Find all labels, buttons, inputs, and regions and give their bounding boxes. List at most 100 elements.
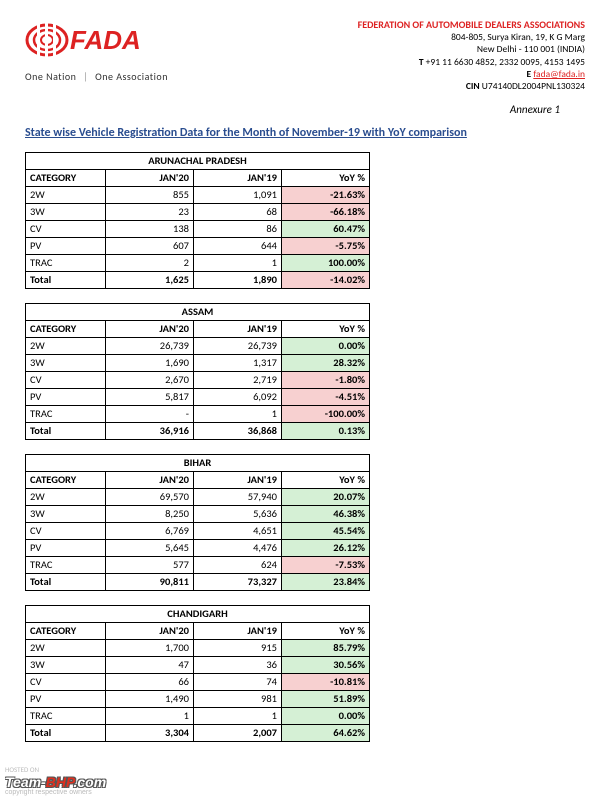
state-name: ARUNACHAL PRADESH (26, 152, 370, 169)
state-table: CHANDIGARHCATEGORYJAN'20JAN'19YoY %2W1,7… (25, 605, 370, 742)
table-row: TRAC577624-7.53% (26, 556, 370, 573)
category-cell: 3W (26, 203, 106, 220)
column-header: YoY % (282, 169, 370, 186)
column-header: YoY % (282, 320, 370, 337)
state-name: BIHAR (26, 454, 370, 471)
table-row: PV607644-5.75% (26, 237, 370, 254)
value-cell: 6,092 (194, 388, 282, 405)
value-cell: 6,769 (106, 522, 194, 539)
org-cin: CIN U74140DL2004PNL130324 (358, 80, 585, 92)
logo-block: FADA One Nation | One Association (25, 18, 175, 93)
yoy-cell: -100.00% (282, 405, 370, 422)
value-cell: 26,739 (106, 337, 194, 354)
value-cell: 47 (106, 656, 194, 673)
column-header: CATEGORY (26, 320, 106, 337)
category-cell: Total (26, 422, 106, 439)
category-cell: 2W (26, 639, 106, 656)
category-cell: Total (26, 573, 106, 590)
table-row: PV1,49098151.89% (26, 690, 370, 707)
table-row: CV1388660.47% (26, 220, 370, 237)
category-cell: CV (26, 673, 106, 690)
tagline-left: One Nation (25, 70, 76, 83)
yoy-cell: 85.79% (282, 639, 370, 656)
value-cell: 1 (194, 707, 282, 724)
value-cell: 624 (194, 556, 282, 573)
category-cell: CV (26, 522, 106, 539)
yoy-cell: -10.81% (282, 673, 370, 690)
yoy-cell: 51.89% (282, 690, 370, 707)
value-cell: 36,868 (194, 422, 282, 439)
value-cell: 855 (106, 186, 194, 203)
yoy-cell: -1.80% (282, 371, 370, 388)
category-cell: PV (26, 690, 106, 707)
value-cell: 57,940 (194, 488, 282, 505)
value-cell: 915 (194, 639, 282, 656)
value-cell: 1,091 (194, 186, 282, 203)
table-row: 2W26,73926,7390.00% (26, 337, 370, 354)
org-addr2: New Delhi - 110 001 (INDIA) (358, 43, 585, 55)
category-cell: TRAC (26, 707, 106, 724)
watermark: Team-BHP.com copyright respective owners (5, 775, 106, 796)
value-cell: 5,636 (194, 505, 282, 522)
value-cell: 577 (106, 556, 194, 573)
value-cell: 607 (106, 237, 194, 254)
table-row: 3W2368-66.18% (26, 203, 370, 220)
column-header: YoY % (282, 471, 370, 488)
state-table: ARUNACHAL PRADESHCATEGORYJAN'20JAN'19YoY… (25, 152, 370, 289)
column-header: CATEGORY (26, 622, 106, 639)
table-row: Total1,6251,890-14.02% (26, 271, 370, 288)
table-row: TRAC-1-100.00% (26, 405, 370, 422)
column-header: JAN'19 (194, 471, 282, 488)
tagline-right: One Association (95, 70, 168, 83)
value-cell: 1 (194, 405, 282, 422)
column-header: JAN'19 (194, 169, 282, 186)
table-row: 3W8,2505,63646.38% (26, 505, 370, 522)
document-title: State wise Vehicle Registration Data for… (25, 126, 585, 140)
value-cell: 36,916 (106, 422, 194, 439)
yoy-cell: 100.00% (282, 254, 370, 271)
value-cell: 1,690 (106, 354, 194, 371)
category-cell: TRAC (26, 405, 106, 422)
yoy-cell: -4.51% (282, 388, 370, 405)
category-cell: PV (26, 388, 106, 405)
category-cell: 2W (26, 186, 106, 203)
column-header: JAN'20 (106, 471, 194, 488)
state-name: CHANDIGARH (26, 605, 370, 622)
fada-logo-icon: FADA (25, 18, 175, 68)
column-header: JAN'20 (106, 320, 194, 337)
org-info: FEDERATION OF AUTOMOBILE DEALERS ASSOCIA… (358, 18, 585, 93)
value-cell: 66 (106, 673, 194, 690)
yoy-cell: 46.38% (282, 505, 370, 522)
state-table: BIHARCATEGORYJAN'20JAN'19YoY %2W69,57057… (25, 454, 370, 591)
table-row: CV2,6702,719-1.80% (26, 371, 370, 388)
table-row: Total90,81173,32723.84% (26, 573, 370, 590)
table-row: TRAC110.00% (26, 707, 370, 724)
category-cell: CV (26, 220, 106, 237)
page-header: FADA One Nation | One Association FEDERA… (25, 18, 585, 93)
category-cell: Total (26, 271, 106, 288)
table-row: TRAC21100.00% (26, 254, 370, 271)
value-cell: 138 (106, 220, 194, 237)
category-cell: 3W (26, 505, 106, 522)
category-cell: Total (26, 724, 106, 741)
yoy-cell: -7.53% (282, 556, 370, 573)
table-row: 3W473630.56% (26, 656, 370, 673)
value-cell: 981 (194, 690, 282, 707)
value-cell: 5,645 (106, 539, 194, 556)
value-cell: 2,719 (194, 371, 282, 388)
table-row: 2W69,57057,94020.07% (26, 488, 370, 505)
category-cell: CV (26, 371, 106, 388)
yoy-cell: 64.62% (282, 724, 370, 741)
tagline: One Nation | One Association (25, 70, 175, 83)
value-cell: 1,700 (106, 639, 194, 656)
column-header: YoY % (282, 622, 370, 639)
category-cell: PV (26, 237, 106, 254)
value-cell: 1,317 (194, 354, 282, 371)
table-row: 3W1,6901,31728.32% (26, 354, 370, 371)
value-cell: 36 (194, 656, 282, 673)
column-header: JAN'20 (106, 622, 194, 639)
category-cell: 2W (26, 488, 106, 505)
category-cell: 3W (26, 354, 106, 371)
value-cell: 8,250 (106, 505, 194, 522)
column-header: CATEGORY (26, 169, 106, 186)
